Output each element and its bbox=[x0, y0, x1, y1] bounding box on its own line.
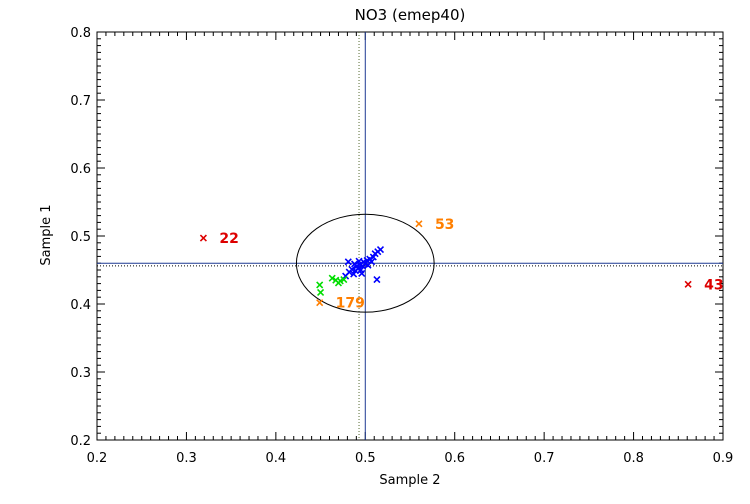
point-label: 53 bbox=[435, 217, 454, 233]
y-axis-label: Sample 1 bbox=[39, 204, 54, 265]
data-point bbox=[684, 280, 692, 288]
data-point bbox=[334, 279, 343, 287]
y-tick-label: 0.2 bbox=[70, 434, 91, 449]
data-point bbox=[328, 274, 336, 282]
plot-area: 0.2 0.3 0.4 0.5 0.6 0.7 0.8 0.9 0.2 0.3 0.4 0.5 0.6 0… bbox=[70, 26, 733, 466]
data-point bbox=[415, 220, 423, 228]
x-tick-label: 0.2 bbox=[87, 451, 108, 466]
data-point bbox=[199, 234, 207, 242]
x-tick-label: 0.9 bbox=[713, 451, 734, 466]
point-label: 179 bbox=[336, 296, 365, 312]
data-point bbox=[317, 288, 325, 297]
data-point bbox=[344, 258, 352, 266]
confidence-ellipse bbox=[295, 213, 435, 313]
x-tick-label: 0.7 bbox=[534, 451, 555, 466]
data-point bbox=[358, 269, 366, 277]
data-point bbox=[355, 257, 363, 265]
y-tick-label: 0.6 bbox=[70, 162, 91, 177]
y-tick-label: 0.7 bbox=[70, 94, 91, 109]
x-tick-label: 0.8 bbox=[623, 451, 644, 466]
data-point bbox=[367, 258, 376, 266]
y-tick-label: 0.5 bbox=[70, 230, 91, 245]
x-tick-label: 0.4 bbox=[266, 451, 287, 466]
x-tick-label: 0.3 bbox=[176, 451, 197, 466]
point-label: 22 bbox=[219, 231, 238, 247]
data-point bbox=[340, 275, 348, 284]
y-tick-label: 0.8 bbox=[70, 26, 91, 41]
x-tick-label: 0.5 bbox=[355, 451, 376, 466]
data-point bbox=[350, 260, 359, 268]
data-point bbox=[316, 299, 324, 307]
data-point bbox=[376, 246, 385, 254]
y-tick-label: 0.4 bbox=[70, 298, 91, 313]
data-point bbox=[373, 275, 381, 284]
chart-title: NO3 (emep40) bbox=[355, 6, 466, 24]
x-axis-label: Sample 2 bbox=[379, 473, 440, 488]
y-tick-label: 0.3 bbox=[70, 366, 91, 381]
x-tick-label: 0.6 bbox=[444, 451, 465, 466]
data-point bbox=[316, 281, 324, 289]
point-label: 43 bbox=[704, 277, 723, 293]
